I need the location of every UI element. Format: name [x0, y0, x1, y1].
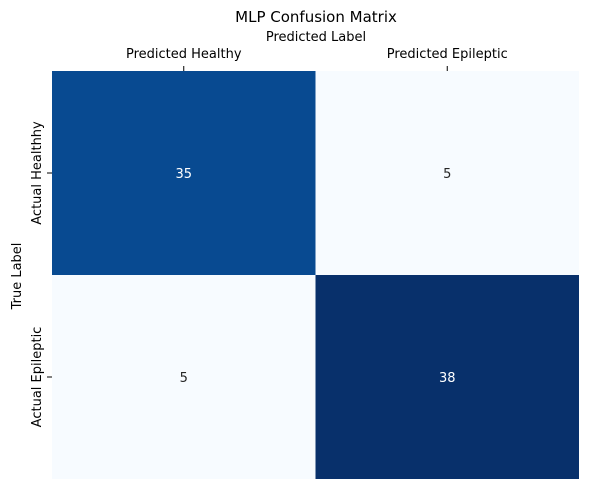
x-axis-ticks: Predicted Healthy Predicted Epileptic	[126, 47, 508, 71]
heatmap-cell-r1-c1	[315, 275, 579, 479]
x-axis-label: Predicted Label	[266, 30, 366, 45]
heatmap-cell-r0-c0	[52, 71, 316, 275]
x-tick-label-0: Predicted Healthy	[126, 47, 242, 62]
heatmap-value-r0-c0: 35	[175, 167, 192, 182]
y-tick-label-1: Actual Epileptic	[30, 327, 45, 428]
y-tick-label-0: Actual Healthhy	[30, 121, 45, 225]
x-tick-label-1: Predicted Epileptic	[387, 47, 508, 62]
heatmap-value-r0-c1: 5	[443, 167, 451, 182]
heatmap-value-r1-c1: 38	[439, 371, 456, 386]
heatmap-annotations: 35 5 5 38	[175, 167, 455, 386]
heatmap-cell-r1-c0	[52, 275, 316, 479]
chart-title: MLP Confusion Matrix	[235, 8, 397, 26]
y-axis-label: True Label	[10, 243, 25, 311]
heatmap-cells	[52, 71, 579, 479]
heatmap-cell-r0-c1	[315, 71, 579, 275]
heatmap-value-r1-c0: 5	[180, 371, 188, 386]
y-axis-ticks: Actual Healthhy Actual Epileptic	[30, 121, 52, 427]
